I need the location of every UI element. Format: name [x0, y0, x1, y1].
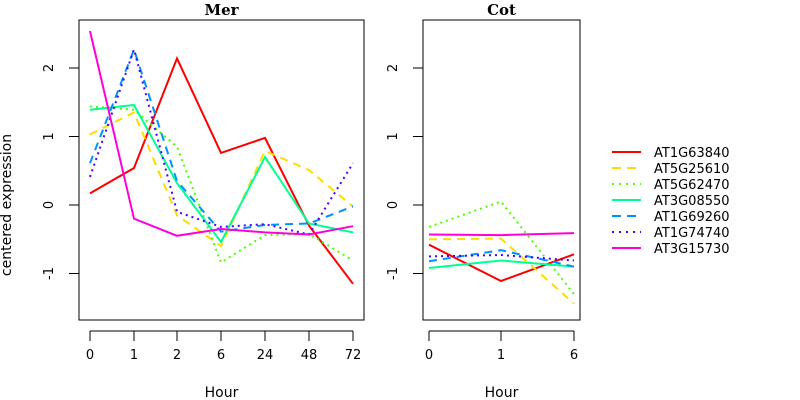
- x-axis-label: Hour: [485, 385, 519, 400]
- x-tick-label: 0: [86, 348, 94, 363]
- x-tick-label: 24: [257, 348, 274, 363]
- y-tick-label: 0: [42, 201, 57, 209]
- series-line-at3g15730: [428, 232, 575, 237]
- legend: AT1G63840AT5G25610AT5G62470AT3G08550AT1G…: [612, 146, 730, 257]
- y-tick-label: 2: [386, 64, 401, 72]
- series-line-at1g69260: [89, 46, 354, 233]
- series-line-at3g08550: [89, 103, 354, 244]
- series-line-at3g15730: [89, 30, 354, 237]
- series-line-at5g25610: [89, 111, 354, 248]
- y-tick-label: 1: [386, 132, 401, 140]
- series-line-at3g08550: [428, 259, 575, 269]
- x-tick-label: 48: [301, 348, 318, 363]
- legend-label: AT3G08550: [654, 194, 730, 209]
- legend-label: AT1G63840: [654, 146, 730, 161]
- x-axis-label: Hour: [205, 385, 239, 400]
- y-tick-label: 2: [42, 64, 57, 72]
- series-line-at1g63840: [428, 243, 575, 283]
- series-line-at1g69260: [428, 249, 575, 268]
- y-tick-label: 0: [386, 201, 401, 209]
- legend-label: AT1G74740: [654, 226, 730, 241]
- panel-title: Mer: [204, 1, 239, 19]
- y-tick-label: -1: [42, 267, 57, 280]
- x-tick-label: 0: [425, 348, 433, 363]
- panel-cot: Cot 0 1 6 Hour -1 0 1 2: [386, 1, 581, 400]
- y-tick-label: -1: [386, 267, 401, 280]
- legend-label: AT5G62470: [654, 178, 730, 193]
- y-tick-label: 1: [42, 132, 57, 140]
- legend-label: AT3G15730: [654, 242, 730, 257]
- series-line-at5g25610: [428, 237, 575, 305]
- y-axis-label: centered expression: [0, 134, 15, 276]
- legend-label: AT5G25610: [654, 162, 730, 177]
- x-tick-label: 6: [570, 348, 578, 363]
- panel-mer: Mer 0 1 2 6 24 48 72 Hour -1 0 1 2: [42, 1, 365, 400]
- series-line-at1g74740: [428, 253, 575, 262]
- x-tick-label: 1: [130, 348, 138, 363]
- x-tick-label: 72: [345, 348, 362, 363]
- panel-title: Cot: [487, 1, 516, 19]
- x-tick-label: 6: [217, 348, 225, 363]
- x-tick-label: 2: [173, 348, 181, 363]
- series-line-at1g63840: [89, 55, 354, 285]
- x-tick-label: 1: [497, 348, 505, 363]
- plot-frame: [78, 19, 365, 321]
- series-line-at1g74740: [89, 46, 354, 236]
- plot-frame: [422, 19, 581, 321]
- legend-label: AT1G69260: [654, 210, 730, 225]
- series-line-at5g62470: [428, 200, 575, 295]
